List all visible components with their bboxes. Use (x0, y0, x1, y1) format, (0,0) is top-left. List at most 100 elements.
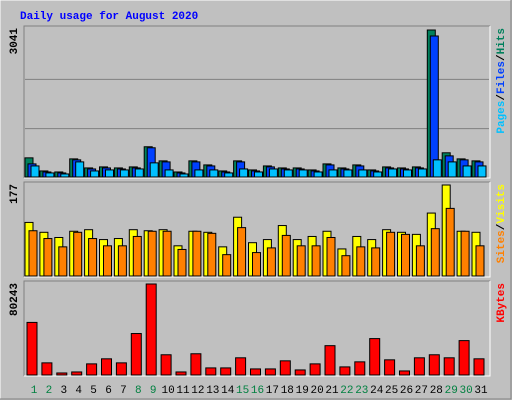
bar (462, 165, 472, 178)
bar (313, 171, 323, 178)
bar (105, 169, 114, 178)
bar (445, 207, 455, 277)
y-max-label: 80243 (9, 283, 21, 316)
panel-bevel-light (24, 281, 491, 377)
bar (428, 354, 440, 376)
bar (179, 173, 189, 178)
bar (296, 245, 306, 277)
bar (324, 345, 336, 376)
bar (149, 162, 159, 178)
x-tick-label: 31 (474, 385, 488, 397)
bar (386, 231, 396, 277)
bar (130, 333, 142, 376)
bar (73, 231, 83, 277)
bar (281, 234, 291, 277)
panel-bevel-dark (23, 280, 490, 376)
bar (326, 236, 336, 277)
x-tick-label: 3 (60, 385, 67, 397)
x-tick-label: 11 (176, 385, 190, 397)
bar (417, 168, 427, 178)
bar (477, 165, 487, 178)
panel (24, 26, 490, 178)
bar (343, 169, 353, 178)
legend: Pages/Files/Hits (496, 28, 508, 134)
panel-bevel-light (24, 182, 491, 278)
x-tick-label: 24 (370, 385, 384, 397)
bar (71, 371, 83, 376)
bar (190, 353, 202, 376)
bar (88, 238, 98, 277)
bar (358, 169, 368, 178)
bar (220, 367, 232, 376)
bar (369, 338, 381, 376)
x-tick-label: 4 (75, 385, 82, 397)
y-max-label: 177 (9, 184, 21, 204)
bar (101, 358, 112, 376)
x-tick-label: 17 (266, 385, 279, 397)
bar (328, 169, 338, 178)
bar (175, 371, 187, 376)
bar (132, 235, 142, 277)
panel-bevel-light (24, 26, 491, 179)
bar (254, 171, 263, 178)
bar (283, 169, 293, 178)
bar (475, 245, 485, 277)
x-tick-label: 1 (31, 385, 38, 397)
bar (26, 321, 38, 376)
x-tick-label: 16 (251, 385, 264, 397)
x-tick-label: 12 (191, 385, 204, 397)
bar (443, 357, 455, 376)
bar (45, 172, 55, 178)
bar (235, 357, 247, 376)
bar (298, 169, 308, 178)
bar (403, 169, 412, 178)
bar (119, 169, 129, 178)
x-tick-label: 25 (385, 385, 398, 397)
bar (339, 366, 351, 376)
bar (43, 238, 53, 277)
bar (415, 245, 425, 277)
bar (388, 168, 398, 178)
bar (224, 172, 234, 178)
bar (58, 246, 68, 277)
bar (266, 247, 276, 277)
x-tick-label: 19 (296, 385, 309, 397)
bar (160, 354, 172, 376)
bar (371, 247, 381, 277)
bar (60, 173, 70, 178)
bar (268, 168, 278, 178)
bar (194, 169, 204, 178)
bar (309, 363, 321, 376)
legend-separator: / (496, 94, 508, 101)
legend-entry: Files (496, 61, 508, 94)
bar (192, 230, 202, 277)
x-tick-label: 28 (430, 385, 443, 397)
bar (30, 165, 40, 178)
x-tick-label: 15 (236, 385, 249, 397)
legend: Sites/Visits (496, 184, 508, 263)
x-tick-label: 7 (120, 385, 127, 397)
bar (177, 248, 187, 277)
legend-separator: / (496, 54, 508, 61)
bar (103, 245, 112, 277)
panel-bevel-dark (23, 181, 490, 277)
x-tick-label: 22 (340, 385, 353, 397)
x-tick-label: 27 (415, 385, 428, 397)
legend-entry: Pages (496, 101, 508, 134)
legend: KBytes (496, 283, 508, 323)
bar (90, 170, 100, 178)
bar (447, 161, 457, 178)
legend-entry: Visits (496, 184, 508, 224)
y-max-label: 3041 (9, 28, 21, 55)
bar (311, 245, 321, 277)
bar (134, 168, 144, 178)
bar (147, 230, 157, 277)
bar (252, 252, 261, 277)
bar (164, 169, 174, 178)
chart-title: Daily usage for August 2020 (20, 11, 198, 23)
x-tick-label: 10 (161, 385, 174, 397)
bar (354, 361, 366, 376)
bar (75, 161, 85, 178)
